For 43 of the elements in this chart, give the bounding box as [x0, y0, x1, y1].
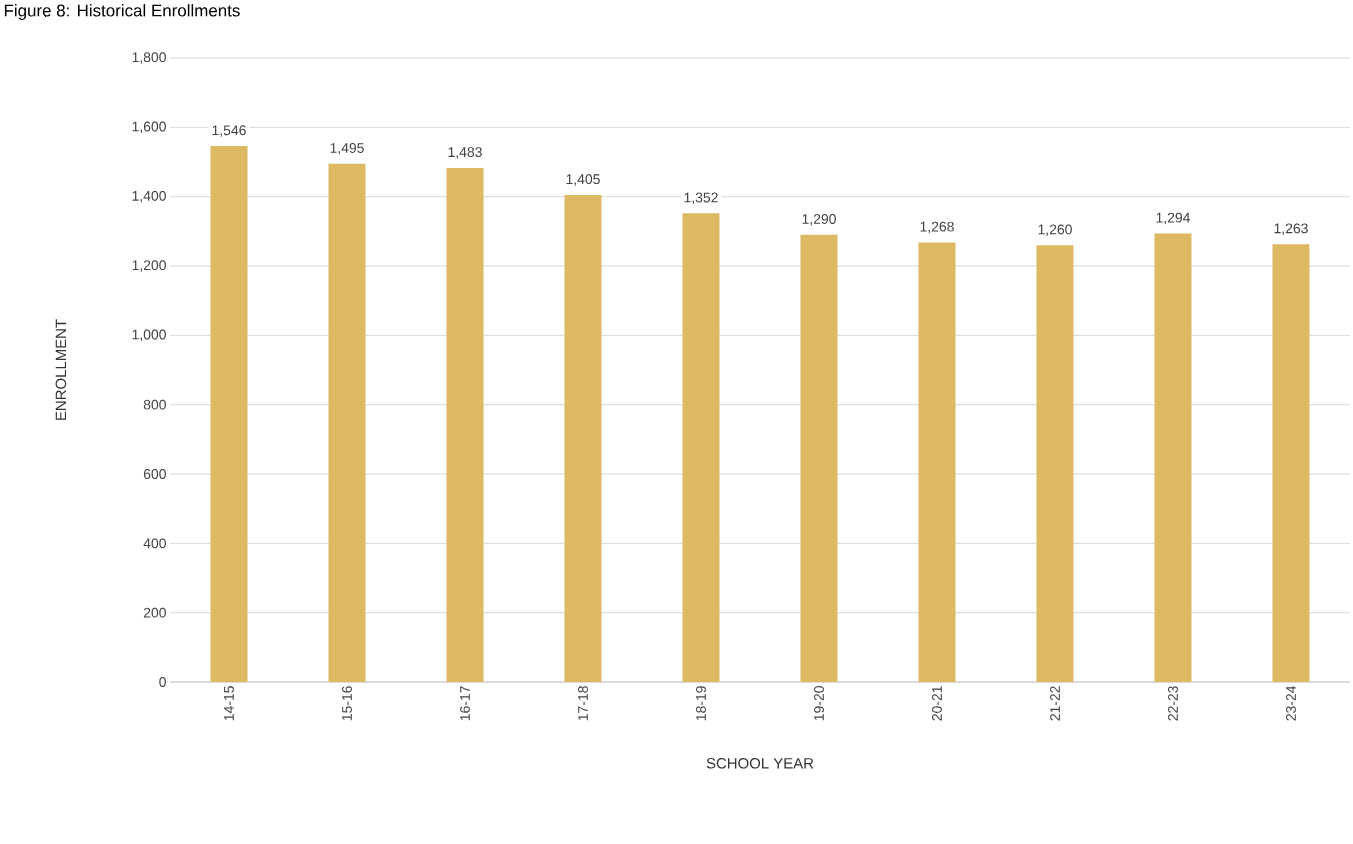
data-label: 1,260 — [1038, 224, 1072, 236]
data-label: 1,263 — [1274, 223, 1308, 235]
y-axis-title: ENROLLMENT — [55, 319, 67, 420]
x-tick-label: 18-19 — [696, 686, 706, 721]
x-tick-label: 22-23 — [1168, 686, 1178, 721]
data-label: 1,495 — [330, 142, 364, 155]
y-tick-label: 1,200 — [132, 260, 166, 272]
y-tick-label: 800 — [143, 399, 166, 410]
data-label: 1,294 — [1156, 212, 1191, 225]
data-label: 1,290 — [802, 214, 836, 226]
y-tick-label: 1,000 — [132, 329, 166, 342]
x-tick-label: 14-15 — [224, 686, 234, 721]
data-label: 1,546 — [212, 125, 246, 137]
y-tick-label: 1,800 — [132, 52, 166, 64]
y-tick-label: 1,400 — [132, 190, 166, 203]
bar — [1154, 233, 1192, 682]
bar — [564, 194, 602, 682]
x-tick-label: 21-22 — [1050, 686, 1060, 721]
bar — [1036, 245, 1074, 682]
x-axis-title: SCHOOL YEAR — [706, 758, 814, 769]
x-tick-label: 23-24 — [1286, 685, 1296, 721]
data-label: 1,352 — [684, 192, 718, 205]
y-tick-label: 0 — [159, 677, 166, 687]
y-tick-label: 400 — [143, 538, 166, 549]
bar — [918, 242, 956, 682]
x-tick-label: 19-20 — [814, 686, 824, 721]
data-label: 1,268 — [920, 221, 954, 234]
bar — [1272, 244, 1310, 682]
data-label: 1,405 — [566, 174, 600, 186]
bar — [800, 234, 838, 682]
y-tick-label: 600 — [143, 469, 166, 479]
x-tick-label: 17-18 — [578, 686, 588, 721]
y-tick-label: 200 — [143, 607, 166, 618]
bar — [446, 167, 484, 682]
y-tick-label: 1,600 — [132, 121, 166, 134]
bar — [328, 163, 366, 682]
x-tick-label: 15-16 — [342, 686, 352, 721]
chart-title: Figure 8: Historical Enrollments — [4, 4, 240, 20]
bar — [210, 146, 248, 682]
bar — [682, 213, 720, 682]
data-label: 1,483 — [448, 147, 482, 159]
x-tick-label: 16-17 — [460, 686, 470, 721]
x-tick-label: 20-21 — [932, 686, 942, 721]
